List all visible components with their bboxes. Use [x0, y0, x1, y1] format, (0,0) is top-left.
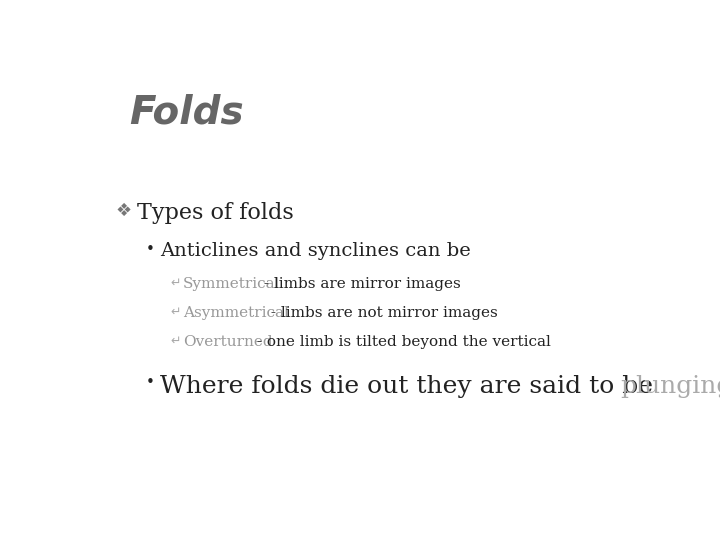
Text: ↵: ↵	[171, 277, 181, 290]
Text: •: •	[145, 241, 155, 256]
Text: ❖: ❖	[115, 202, 131, 220]
Text: Where folds die out they are said to be: Where folds die out they are said to be	[160, 375, 661, 397]
Text: Asymmetrical: Asymmetrical	[183, 306, 289, 320]
Text: ↵: ↵	[171, 335, 181, 348]
Text: - limbs are not mirror images: - limbs are not mirror images	[266, 306, 498, 320]
Text: •: •	[145, 375, 155, 389]
Text: Types of folds: Types of folds	[138, 202, 294, 224]
Text: Symmetrical: Symmetrical	[183, 277, 281, 291]
Text: plunging: plunging	[621, 375, 720, 397]
Text: Folds: Folds	[129, 94, 243, 132]
Text: - limbs are mirror images: - limbs are mirror images	[258, 277, 461, 291]
Text: ↵: ↵	[171, 306, 181, 319]
Text: Overturned: Overturned	[183, 335, 273, 349]
Text: Anticlines and synclines can be: Anticlines and synclines can be	[160, 241, 470, 260]
Text: - one limb is tilted beyond the vertical: - one limb is tilted beyond the vertical	[252, 335, 551, 349]
